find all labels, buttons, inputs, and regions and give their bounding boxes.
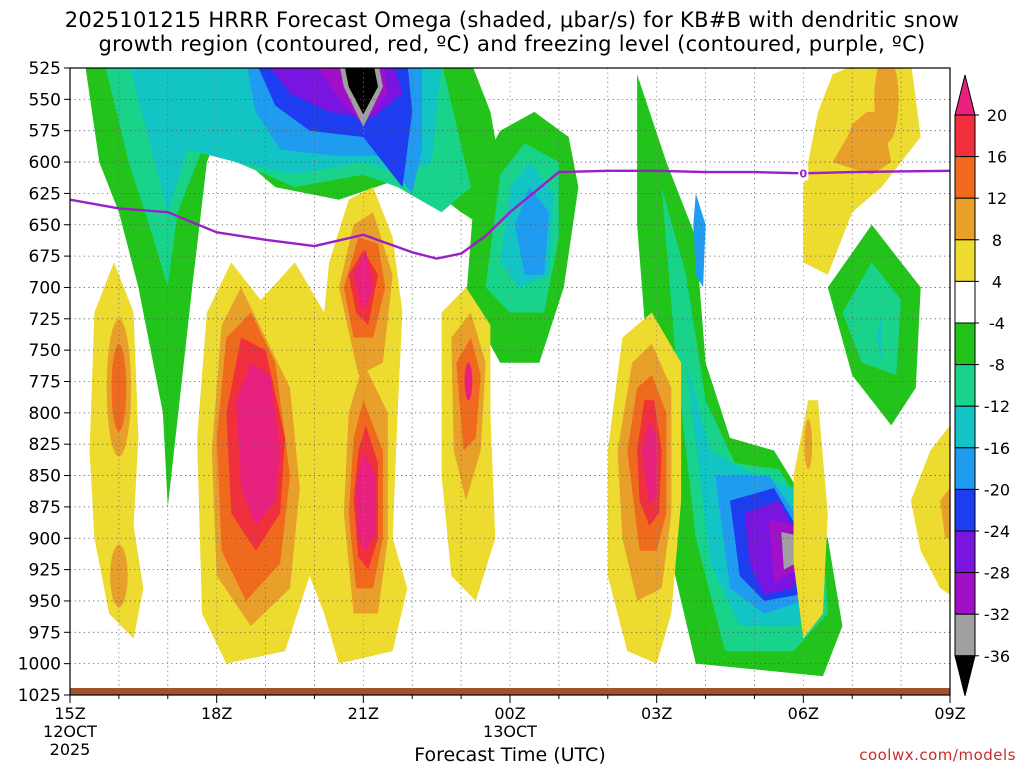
omega-region-descent-09z	[910, 425, 950, 595]
x-tick-label-00Z: 00Z	[494, 704, 525, 723]
x-tick-label-03Z: 03Z	[641, 704, 672, 723]
x-tick-year-15Z: 2025	[50, 740, 91, 759]
omega-region-descent-05z	[793, 400, 828, 639]
colorbar-label-8: 8	[992, 231, 1002, 250]
colorbar-label-16: 16	[987, 148, 1007, 167]
colorbar-label-12: 12	[987, 189, 1007, 208]
omega-region-ascent-03z-mid	[693, 193, 706, 288]
omega-region-descent-02z-core	[642, 419, 657, 507]
colorbar: 20 16 12 8 4 -4 -8 -12 -16 -20 -24 -28 -32 -36	[954, 74, 1010, 696]
colorbar-cell-5	[954, 280, 976, 324]
omega-region-descent-07z-upper-3	[874, 68, 899, 144]
colorbar-cell-7	[954, 364, 976, 407]
x-tick-label-21Z: 21Z	[348, 704, 379, 723]
omega-region-descent-07z-upper-2	[832, 111, 892, 175]
chart-title-line-1: 2025101215 HRRR Forecast Omega (shaded, …	[64, 8, 960, 32]
omega-region-descent-05z-2	[804, 419, 813, 470]
colorbar-cell-2	[954, 156, 976, 199]
colorbar-label--32: -32	[984, 605, 1010, 624]
freezing-level-line	[70, 169, 950, 260]
y-tick-label-975: 975	[29, 623, 61, 643]
omega-region-descent-23z-core	[464, 362, 473, 401]
omega-region-ascent-upper	[85, 68, 520, 507]
colorbar-cell-10	[954, 488, 976, 532]
colorbar-label--36: -36	[984, 647, 1010, 666]
ground-strip	[70, 688, 950, 695]
colorbar-cell-min	[954, 655, 976, 696]
colorbar-cell-12	[954, 572, 976, 615]
colorbar-cell-8	[954, 405, 976, 449]
y-tick-label-750: 750	[29, 341, 61, 361]
colorbar-label--16: -16	[984, 439, 1010, 458]
colorbar-label-20: 20	[987, 106, 1007, 125]
omega-region-ascent-07z-2	[842, 262, 902, 376]
x-tick-label-15Z: 15Z	[54, 704, 85, 723]
colorbar-cell-max	[954, 74, 976, 116]
colorbar-cell-4	[954, 239, 976, 282]
colorbar-label--20: -20	[984, 480, 1010, 499]
x-tick-sublabel-15Z: 12OCT	[43, 722, 97, 741]
x-tick-label-18Z: 18Z	[201, 704, 232, 723]
y-tick-label-625: 625	[29, 184, 61, 204]
colorbar-label-4: 4	[992, 272, 1002, 291]
x-tick-sublabel-00Z: 13OCT	[483, 722, 537, 741]
freezing-level-label: 0	[800, 167, 808, 180]
y-tick-label-1025: 1025	[18, 686, 61, 706]
omega-shading	[85, 68, 950, 677]
y-tick-label-675: 675	[29, 247, 61, 267]
colorbar-cell-13	[954, 613, 976, 657]
y-tick-label-575: 575	[29, 122, 61, 142]
y-tick-label-825: 825	[29, 435, 61, 455]
y-tick-label-525: 525	[29, 59, 61, 79]
omega-region-descent-21z-upper-core	[353, 249, 374, 313]
omega-region-descent-09z-2	[940, 488, 950, 539]
y-axis: 525 550 575 600 625 650 675 700 725 750 775 800 825 8…	[18, 59, 70, 706]
colorbar-cell-6	[954, 322, 976, 366]
y-tick-label-900: 900	[29, 529, 61, 549]
colorbar-label--28: -28	[984, 564, 1010, 583]
freezing-level-contour: 0	[70, 166, 950, 260]
colorbar-cell-9	[954, 447, 976, 490]
colorbar-label--8: -8	[989, 356, 1005, 375]
credit-link[interactable]: coolwx.com/models	[859, 746, 1016, 764]
colorbar-cell-3	[954, 197, 976, 241]
y-tick-label-800: 800	[29, 404, 61, 424]
omega-region-descent-16z-low	[110, 544, 128, 608]
omega-region-ascent-00z-4	[514, 187, 550, 275]
freezing-level-label-bg	[798, 166, 809, 181]
y-tick-label-850: 850	[29, 467, 61, 487]
y-tick-label-925: 925	[29, 561, 61, 581]
y-tick-label-1000: 1000	[18, 655, 61, 675]
x-axis-title: Forecast Time (UTC)	[414, 744, 606, 766]
colorbar-cell-11	[954, 530, 976, 574]
x-tick-label-06Z: 06Z	[788, 704, 819, 723]
y-tick-label-600: 600	[29, 153, 61, 173]
x-tick-label-09Z: 09Z	[934, 704, 965, 723]
y-tick-label-775: 775	[29, 373, 61, 393]
omega-region-ascent-upper-core	[345, 68, 378, 115]
y-tick-label-550: 550	[29, 90, 61, 110]
y-tick-label-650: 650	[29, 216, 61, 236]
colorbar-cell-1	[954, 114, 976, 158]
y-tick-label-950: 950	[29, 592, 61, 612]
chart-title-line-2: growth region (contoured, red, ºC) and f…	[98, 32, 926, 56]
colorbar-label--4: -4	[989, 314, 1005, 333]
omega-region-descent-18z-core	[236, 362, 281, 526]
y-tick-label-700: 700	[29, 278, 61, 298]
y-tick-label-725: 725	[29, 310, 61, 330]
omega-region-descent-16z-3	[111, 343, 127, 432]
y-tick-label-875: 875	[29, 498, 61, 518]
colorbar-label--12: -12	[984, 397, 1010, 416]
colorbar-label--24: -24	[984, 522, 1010, 541]
